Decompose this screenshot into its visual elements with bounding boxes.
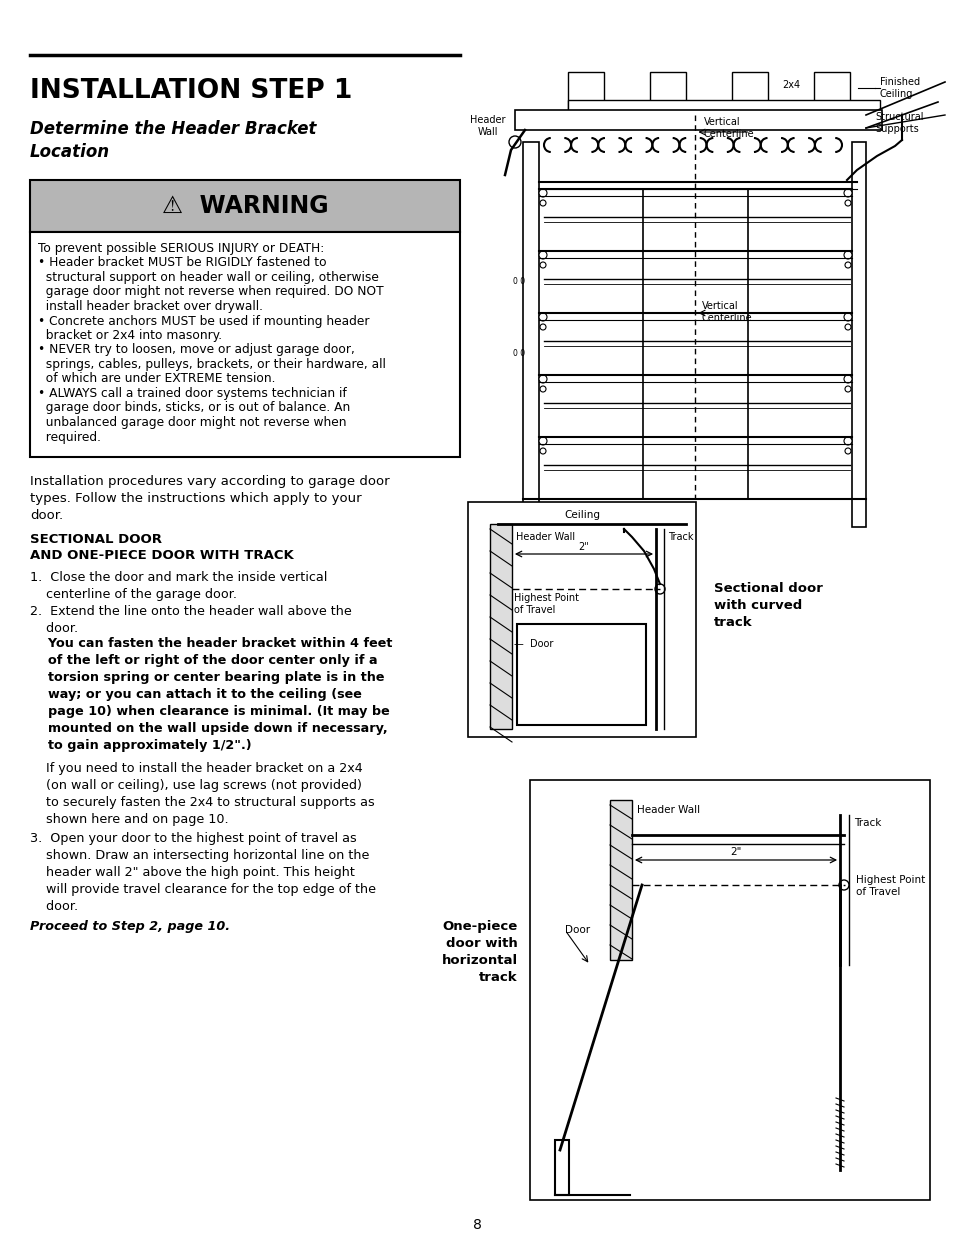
Bar [30,180,459,232]
Bar [515,110,882,130]
Text: Vertical
Centerline: Vertical Centerline [700,300,751,324]
Text: Highest Point
of Travel: Highest Point of Travel [855,876,924,898]
Text: Track: Track [667,532,693,542]
Text: Finished
Ceiling: Finished Ceiling [879,77,919,99]
Bar [530,781,929,1200]
Bar [30,232,459,457]
Circle shape [843,312,851,321]
Circle shape [538,251,546,259]
Bar [522,142,538,532]
Text: If you need to install the header bracket on a 2x4
    (on wall or ceiling), use: If you need to install the header bracke… [30,762,375,826]
Circle shape [539,200,545,206]
Text: unbalanced garage door might not reverse when: unbalanced garage door might not reverse… [38,416,346,429]
Bar [567,72,603,110]
Circle shape [843,375,851,383]
Circle shape [844,262,850,268]
Text: 2": 2" [730,847,740,857]
Text: 0 0: 0 0 [513,350,524,358]
Text: ⚠  WARNING: ⚠ WARNING [161,194,328,219]
Text: To prevent possible SERIOUS INJURY or DEATH:: To prevent possible SERIOUS INJURY or DE… [38,242,324,254]
Text: Determine the Header Bracket
Location: Determine the Header Bracket Location [30,120,316,161]
Text: structural support on header wall or ceiling, otherwise: structural support on header wall or cei… [38,270,378,284]
Circle shape [844,200,850,206]
Circle shape [538,375,546,383]
Circle shape [538,437,546,445]
Text: Proceed to Step 2, page 10.: Proceed to Step 2, page 10. [30,920,230,932]
Text: 3.  Open your door to the highest point of travel as
    shown. Draw an intersec: 3. Open your door to the highest point o… [30,832,375,913]
Text: of which are under EXTREME tension.: of which are under EXTREME tension. [38,373,275,385]
Text: • NEVER try to loosen, move or adjust garage door,: • NEVER try to loosen, move or adjust ga… [38,343,355,357]
Circle shape [838,881,848,890]
Circle shape [539,262,545,268]
Text: —  Door: — Door [514,638,553,650]
Bar [567,100,879,119]
Text: One-piece
door with
horizontal
track: One-piece door with horizontal track [441,920,517,984]
Text: install header bracket over drywall.: install header bracket over drywall. [38,300,263,312]
Bar [731,72,767,110]
Text: • ALWAYS call a trained door systems technician if: • ALWAYS call a trained door systems tec… [38,387,346,400]
Text: Ceiling: Ceiling [563,510,599,520]
Text: garage door might not reverse when required. DO NOT: garage door might not reverse when requi… [38,285,383,299]
Circle shape [843,251,851,259]
Circle shape [844,387,850,391]
Text: Vertical
Centerline: Vertical Centerline [702,117,753,140]
Text: required.: required. [38,431,101,443]
Bar [555,1140,568,1195]
Text: Header Wall: Header Wall [637,805,700,815]
Circle shape [539,324,545,330]
Text: 0 0: 0 0 [513,278,524,287]
Bar [517,624,645,725]
Text: Structural
Supports: Structural Supports [874,112,923,135]
Text: Door: Door [564,925,590,935]
Bar [609,800,631,960]
Circle shape [843,437,851,445]
Text: • Concrete anchors MUST be used if mounting header: • Concrete anchors MUST be used if mount… [38,315,369,327]
Text: 1.  Close the door and mark the inside vertical
    centerline of the garage doo: 1. Close the door and mark the inside ve… [30,571,327,601]
Text: 2.  Extend the line onto the header wall above the
    door.: 2. Extend the line onto the header wall … [30,605,352,635]
Text: 2": 2" [578,542,589,552]
Circle shape [844,448,850,454]
Text: 2x4: 2x4 [781,80,800,90]
Text: Highest Point
of Travel: Highest Point of Travel [514,593,578,615]
Bar [490,524,512,729]
Bar [649,72,685,110]
Bar [468,501,696,737]
Circle shape [538,312,546,321]
Circle shape [844,324,850,330]
Text: garage door binds, sticks, or is out of balance. An: garage door binds, sticks, or is out of … [38,401,350,415]
Text: Sectional door
with curved
track: Sectional door with curved track [713,582,822,629]
Text: AND ONE-PIECE DOOR WITH TRACK: AND ONE-PIECE DOOR WITH TRACK [30,550,294,562]
Bar [851,142,865,527]
Text: springs, cables, pulleys, brackets, or their hardware, all: springs, cables, pulleys, brackets, or t… [38,358,385,370]
Text: 8: 8 [472,1218,481,1233]
Text: • Header bracket MUST be RIGIDLY fastened to: • Header bracket MUST be RIGIDLY fastene… [38,257,326,269]
Text: Header
Wall: Header Wall [470,115,505,137]
Text: You can fasten the header bracket within 4 feet
    of the left or right of the : You can fasten the header bracket within… [30,637,392,752]
Text: INSTALLATION STEP 1: INSTALLATION STEP 1 [30,78,352,104]
Text: Header Wall: Header Wall [516,532,575,542]
Circle shape [539,387,545,391]
Text: Installation procedures vary according to garage door
types. Follow the instruct: Installation procedures vary according t… [30,475,389,522]
Text: SECTIONAL DOOR: SECTIONAL DOOR [30,534,162,546]
Circle shape [509,136,520,148]
Circle shape [538,189,546,198]
Text: bracket or 2x4 into masonry.: bracket or 2x4 into masonry. [38,329,222,342]
Circle shape [843,189,851,198]
Bar [813,72,849,110]
Text: Track: Track [853,818,881,827]
Circle shape [539,448,545,454]
Circle shape [655,584,664,594]
